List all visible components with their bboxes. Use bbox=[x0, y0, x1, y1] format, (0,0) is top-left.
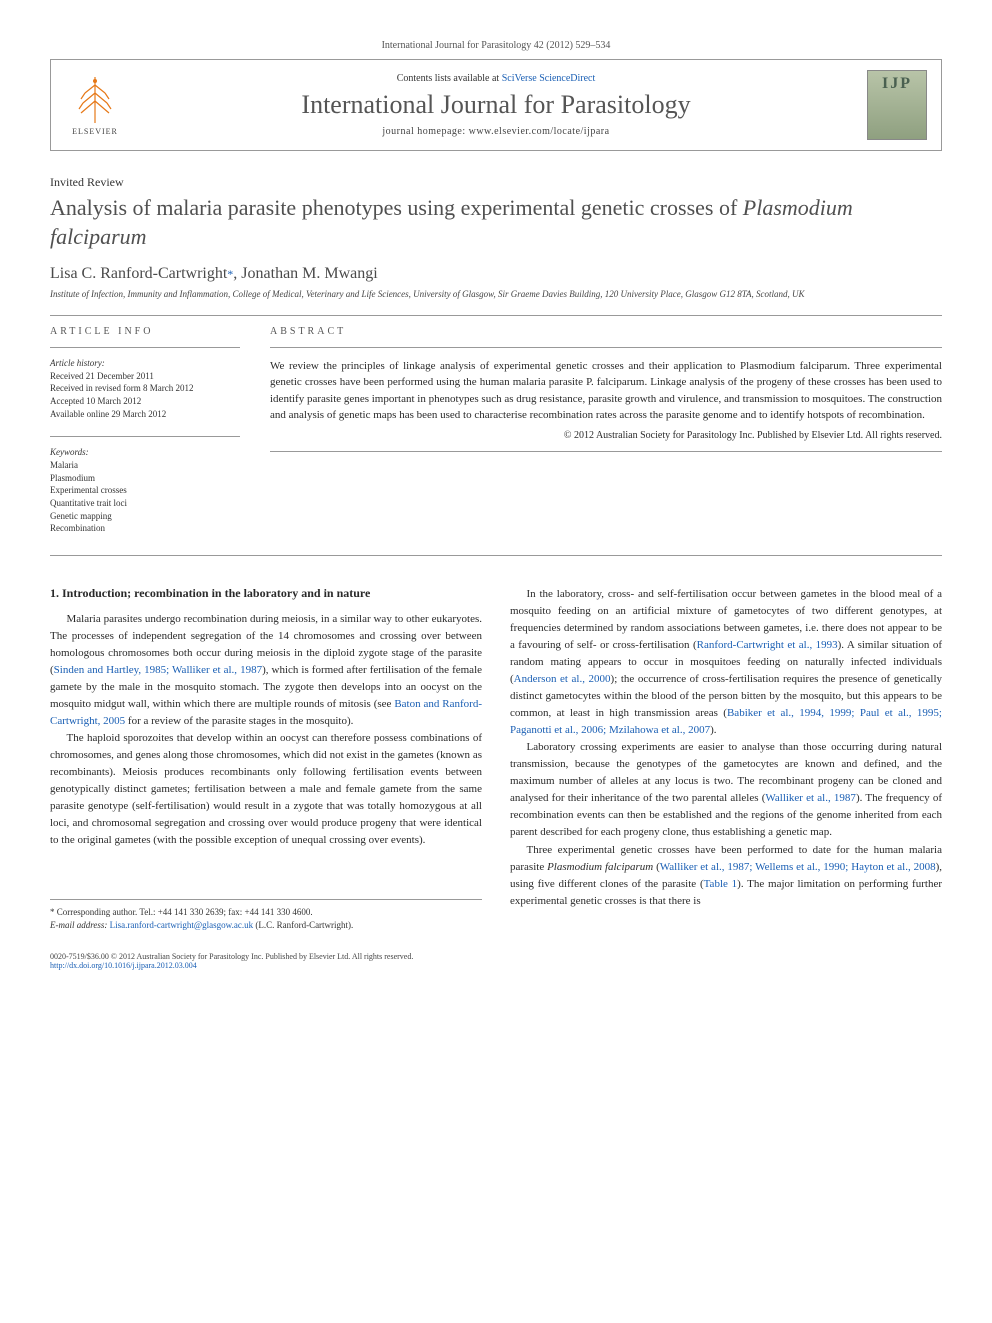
email-footnote: E-mail address: Lisa.ranford-cartwright@… bbox=[50, 919, 482, 932]
keyword: Genetic mapping bbox=[50, 510, 240, 523]
ijp-cover-logo: IJP bbox=[867, 70, 927, 140]
author-2: , Jonathan M. Mwangi bbox=[233, 265, 377, 282]
abstract-label: ABSTRACT bbox=[270, 326, 942, 337]
ijp-label: IJP bbox=[882, 75, 912, 93]
section-heading: 1. Introduction; recombination in the la… bbox=[50, 586, 482, 601]
keyword: Recombination bbox=[50, 522, 240, 535]
authors: Lisa C. Ranford-Cartwright*, Jonathan M.… bbox=[50, 265, 942, 283]
info-abstract-row: ARTICLE INFO Article history: Received 2… bbox=[50, 326, 942, 535]
keyword: Plasmodium bbox=[50, 472, 240, 485]
running-header: International Journal for Parasitology 4… bbox=[50, 40, 942, 51]
citation-link[interactable]: Anderson et al., 2000 bbox=[514, 673, 611, 685]
body-divider bbox=[50, 555, 942, 556]
elsevier-logo: ELSEVIER bbox=[65, 70, 125, 140]
article-title: Analysis of malaria parasite phenotypes … bbox=[50, 194, 942, 251]
citation-link[interactable]: Walliker et al., 1987; Wellems et al., 1… bbox=[660, 861, 936, 873]
footnote-block: * Corresponding author. Tel.: +44 141 33… bbox=[50, 899, 482, 931]
doi-line: http://dx.doi.org/10.1016/j.ijpara.2012.… bbox=[50, 961, 942, 970]
abstract-block: ABSTRACT We review the principles of lin… bbox=[270, 326, 942, 535]
author-1: Lisa C. Ranford-Cartwright bbox=[50, 265, 227, 282]
doi-link[interactable]: http://dx.doi.org/10.1016/j.ijpara.2012.… bbox=[50, 961, 197, 970]
body-column-right: In the laboratory, cross- and self-ferti… bbox=[510, 586, 942, 932]
email-name: (L.C. Ranford-Cartwright). bbox=[255, 920, 353, 930]
abstract-divider-bottom bbox=[270, 451, 942, 452]
table-link[interactable]: Table 1 bbox=[704, 878, 738, 890]
body-paragraph: In the laboratory, cross- and self-ferti… bbox=[510, 586, 942, 739]
article-type: Invited Review bbox=[50, 175, 942, 190]
divider bbox=[50, 315, 942, 316]
body-paragraph: The haploid sporozoites that develop wit… bbox=[50, 730, 482, 849]
body-column-left: 1. Introduction; recombination in the la… bbox=[50, 586, 482, 932]
accepted-date: Accepted 10 March 2012 bbox=[50, 395, 240, 408]
body-paragraph: Malaria parasites undergo recombination … bbox=[50, 611, 482, 730]
body-paragraph: Laboratory crossing experiments are easi… bbox=[510, 739, 942, 841]
citation-link[interactable]: Sinden and Hartley, 1985; Walliker et al… bbox=[54, 664, 262, 676]
received-date: Received 21 December 2011 bbox=[50, 370, 240, 383]
citation-link[interactable]: Walliker et al., 1987 bbox=[765, 792, 856, 804]
journal-header: ELSEVIER Contents lists available at Sci… bbox=[50, 59, 942, 151]
issn-line: 0020-7519/$36.00 © 2012 Australian Socie… bbox=[50, 952, 942, 961]
body-text: ). bbox=[710, 724, 716, 736]
info-divider bbox=[50, 347, 240, 348]
email-link[interactable]: Lisa.ranford-cartwright@glasgow.ac.uk bbox=[110, 920, 253, 930]
abstract-copyright: © 2012 Australian Society for Parasitolo… bbox=[270, 430, 942, 441]
keywords-divider bbox=[50, 436, 240, 437]
contents-prefix: Contents lists available at bbox=[397, 73, 502, 84]
header-center: Contents lists available at SciVerse Sci… bbox=[139, 73, 853, 137]
body-text: for a review of the parasite stages in t… bbox=[125, 715, 353, 727]
keywords-label: Keywords: bbox=[50, 447, 240, 457]
corresponding-footnote: * Corresponding author. Tel.: +44 141 33… bbox=[50, 906, 482, 919]
title-text: Analysis of malaria parasite phenotypes … bbox=[50, 195, 743, 220]
citation-link[interactable]: Ranford-Cartwright et al., 1993 bbox=[697, 639, 838, 651]
body-paragraph: Three experimental genetic crosses have … bbox=[510, 842, 942, 910]
history-label: Article history: bbox=[50, 358, 240, 368]
keyword: Experimental crosses bbox=[50, 484, 240, 497]
contents-line: Contents lists available at SciVerse Sci… bbox=[139, 73, 853, 84]
keyword: Quantitative trait loci bbox=[50, 497, 240, 510]
article-info-block: ARTICLE INFO Article history: Received 2… bbox=[50, 326, 240, 535]
revised-date: Received in revised form 8 March 2012 bbox=[50, 382, 240, 395]
elsevier-label: ELSEVIER bbox=[72, 127, 118, 136]
abstract-text: We review the principles of linkage anal… bbox=[270, 358, 942, 424]
affiliation: Institute of Infection, Immunity and Inf… bbox=[50, 289, 942, 301]
online-date: Available online 29 March 2012 bbox=[50, 408, 240, 421]
abstract-divider bbox=[270, 347, 942, 348]
elsevier-tree-icon bbox=[75, 75, 115, 125]
sciencedirect-link[interactable]: SciVerse ScienceDirect bbox=[502, 73, 596, 84]
journal-homepage: journal homepage: www.elsevier.com/locat… bbox=[139, 126, 853, 137]
journal-title: International Journal for Parasitology bbox=[139, 90, 853, 120]
email-label: E-mail address: bbox=[50, 920, 107, 930]
species-italic: Plasmodium falciparum bbox=[547, 861, 653, 873]
keyword: Malaria bbox=[50, 459, 240, 472]
body-columns: 1. Introduction; recombination in the la… bbox=[50, 586, 942, 932]
article-info-label: ARTICLE INFO bbox=[50, 326, 240, 337]
